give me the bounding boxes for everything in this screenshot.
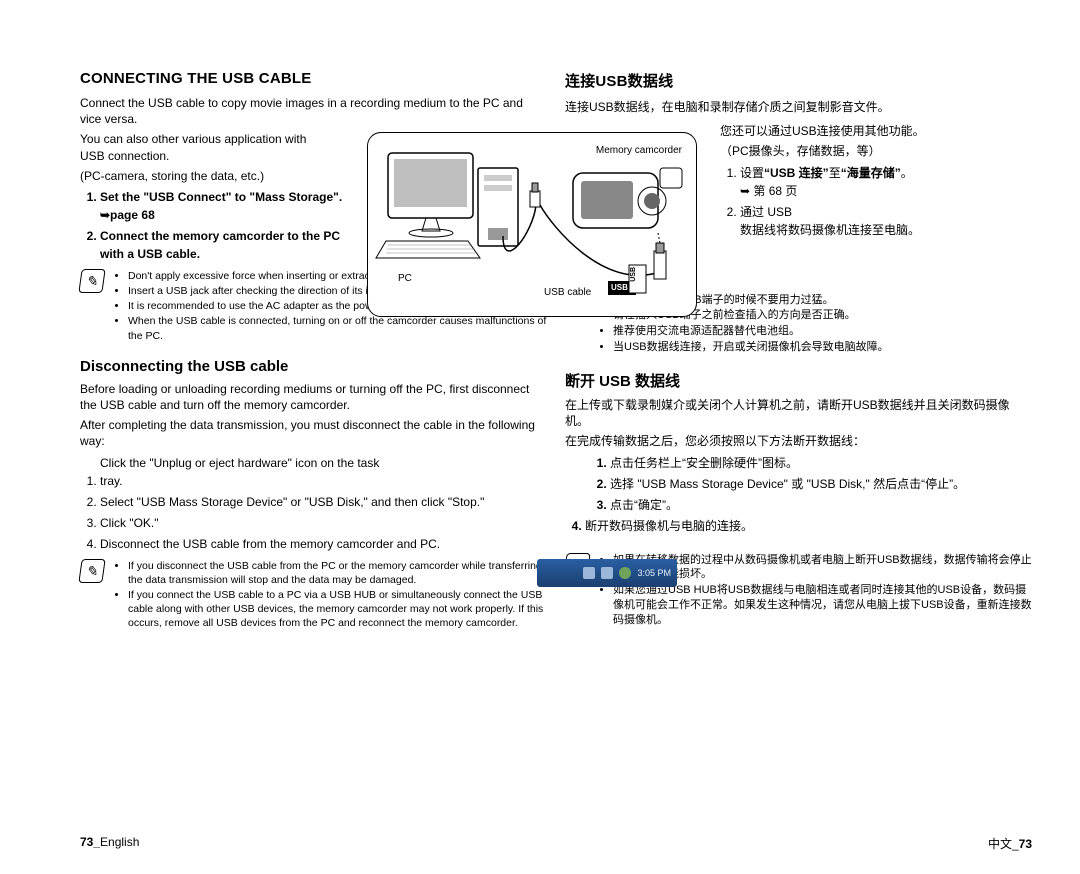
lang-cn: 中文_ xyxy=(988,837,1019,851)
page-number-left: 73_ xyxy=(80,835,100,849)
manual-page: CONNECTING THE USB CABLE Connect the USB… xyxy=(0,0,1080,874)
list-item: Click the "Unplug or eject hardware" ico… xyxy=(100,454,547,490)
pencil-note-icon: ✎ xyxy=(78,269,105,293)
list-item: Click "OK." xyxy=(100,514,547,532)
list-item: 点击任务栏上“安全删除硬件”图标。 xyxy=(610,454,1032,472)
left-p2: You can also other various application w… xyxy=(80,131,320,163)
tray-icon xyxy=(583,567,595,579)
footer-right: 中文_73 xyxy=(988,835,1032,852)
list-item: Connect the memory camcorder to the PC w… xyxy=(100,227,350,263)
right-p5: 在完成传输数据之后，您必须按照以下方法断开数据线： xyxy=(565,433,1032,449)
right-steps-2: 点击任务栏上“安全删除硬件”图标。 选择 "USB Mass Storage D… xyxy=(565,454,1032,535)
list-item: Disconnect the USB cable from the memory… xyxy=(100,535,547,553)
list-item: 选择 "USB Mass Storage Device" 或 "USB Disk… xyxy=(610,475,1032,493)
left-p4: Before loading or unloading recording me… xyxy=(80,381,547,413)
list-item: 设置“USB 连接”至“海量存储”。➥ 第 68 页 xyxy=(740,164,1032,200)
left-steps-2: Click the "Unplug or eject hardware" ico… xyxy=(80,454,547,553)
list-item: 点击“确定”。 xyxy=(610,496,1032,514)
footer-left: 73_English xyxy=(80,835,139,852)
right-title: 连接USB数据线 xyxy=(565,70,1032,91)
diagram-svg xyxy=(368,133,698,318)
page-footer: 73_English 中文_73 xyxy=(80,835,1032,852)
left-p1: Connect the USB cable to copy movie imag… xyxy=(80,95,547,127)
left-subtitle: Disconnecting the USB cable xyxy=(80,358,547,375)
left-note2-list: If you disconnect the USB cable from the… xyxy=(114,559,547,632)
list-item: If you connect the USB cable to a PC via… xyxy=(128,588,547,631)
pencil-note-icon: ✎ xyxy=(78,559,105,583)
taskbar-time: 3:05 PM xyxy=(637,568,671,578)
taskbar-screenshot: 3:05 PM xyxy=(537,559,677,587)
right-p1: 连接USB数据线，在电脑和录制存储介质之间复制影音文件。 xyxy=(565,99,1032,115)
list-item: 通过 USB数据线将数码摄像机连接至电脑。 xyxy=(740,203,1032,239)
left-title: CONNECTING THE USB CABLE xyxy=(80,70,547,87)
list-item: 如果您通过USB HUB将USB数据线与电脑相连或者同时连接其他的USB设备，数… xyxy=(613,583,1032,628)
eject-hardware-icon xyxy=(619,567,631,579)
left-column: CONNECTING THE USB CABLE Connect the USB… xyxy=(80,70,547,637)
list-item: Set the "USB Connect" to "Mass Storage".… xyxy=(100,188,350,224)
list-item: 推荐使用交流电源适配器替代电池组。 xyxy=(613,324,889,339)
page-number-right: 73 xyxy=(1019,837,1032,851)
list-item: 当USB数据线连接，开启或关闭摄像机会导致电脑故障。 xyxy=(613,340,889,355)
list-item: Select "USB Mass Storage Device" or "USB… xyxy=(100,493,547,511)
connection-diagram: Memory camcorder PC USB cable USB USB ⎓ xyxy=(367,132,697,317)
tray-icon xyxy=(601,567,613,579)
diagram-label-camcorder: Memory camcorder xyxy=(596,145,682,156)
diagram-label-pc: PC xyxy=(398,273,412,284)
diagram-label-usb-vert: USB xyxy=(630,267,637,282)
left-note-2: ✎ If you disconnect the USB cable from t… xyxy=(80,559,547,632)
list-item: 断开数码摄像机与电脑的连接。 xyxy=(585,517,1032,535)
left-p5: After completing the data transmission, … xyxy=(80,417,547,449)
right-p4: 在上传或下载录制媒介或关闭个人计算机之前，请断开USB数据线并且关闭数码摄像机。 xyxy=(565,397,1032,429)
right-subtitle: 断开 USB 数据线 xyxy=(565,370,1032,391)
diagram-label-usbcable: USB cable xyxy=(544,287,591,298)
usb-symbol-icon: ⎓ xyxy=(614,285,624,300)
two-column-layout: CONNECTING THE USB CABLE Connect the USB… xyxy=(80,70,1032,637)
left-steps-1: Set the "USB Connect" to "Mass Storage".… xyxy=(80,188,350,263)
left-p3: (PC-camera, storing the data, etc.) xyxy=(80,168,320,184)
list-item: When the USB cable is connected, turning… xyxy=(128,314,547,342)
lang-en: English xyxy=(100,835,139,849)
list-item: If you disconnect the USB cable from the… xyxy=(128,559,547,587)
